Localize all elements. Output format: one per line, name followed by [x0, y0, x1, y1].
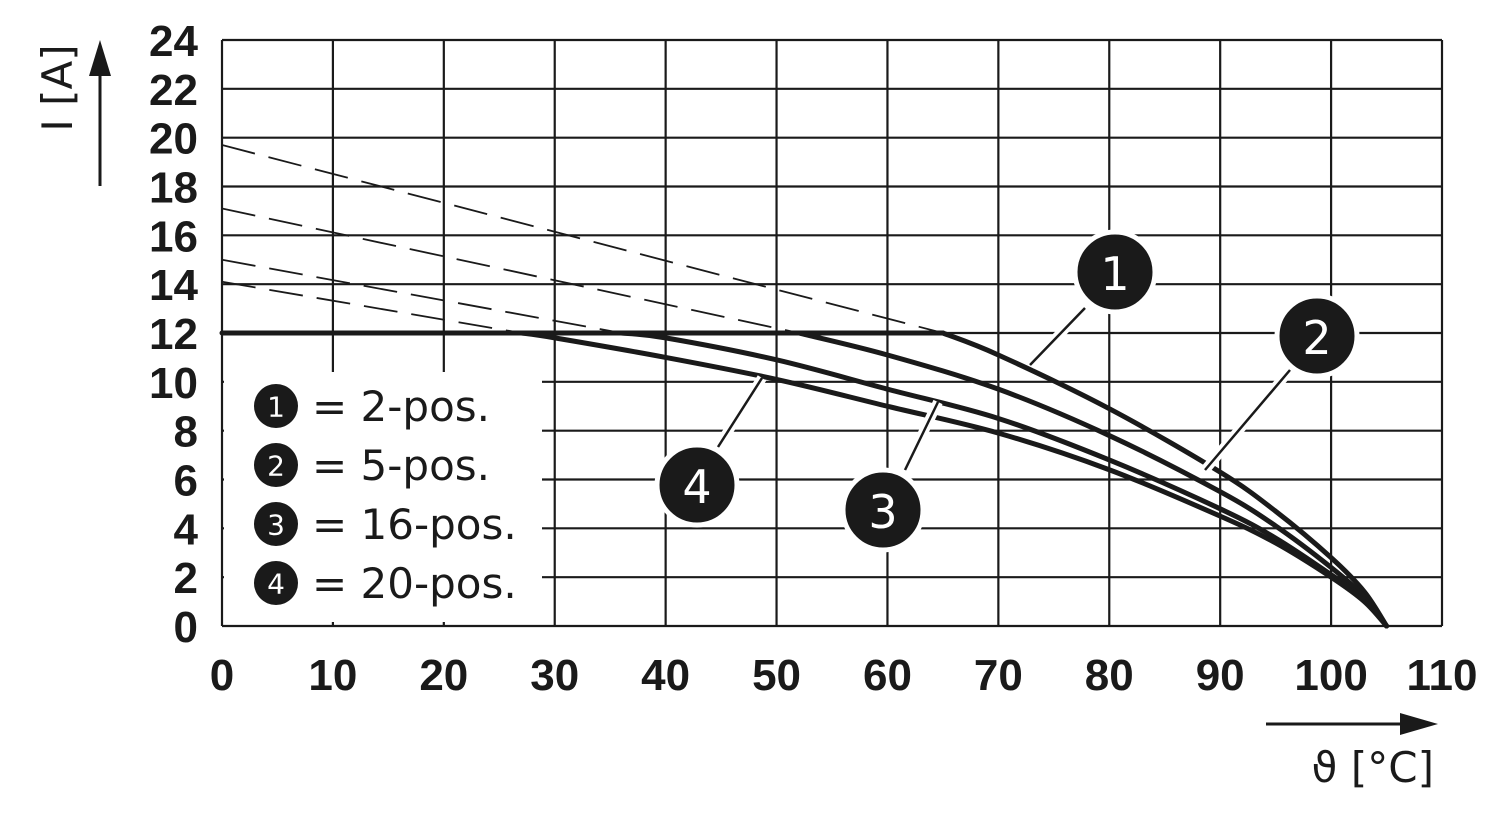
y-tick-label: 22: [149, 66, 198, 115]
marker-circle-2: [1274, 293, 1360, 379]
legend-badge-1: [254, 384, 298, 428]
x-tick-label: 70: [974, 651, 1023, 700]
y-tick-label: 6: [174, 457, 198, 506]
legend-badge-label-1: 1: [267, 391, 285, 424]
y-tick-label: 12: [149, 310, 198, 359]
x-axis-arrow-head: [1400, 713, 1438, 735]
x-tick-label: 60: [863, 651, 912, 700]
y-tick-label: 24: [149, 17, 198, 66]
leader-line-3: [903, 401, 940, 471]
leader-line-2: [1204, 369, 1291, 471]
x-tick-label: 30: [530, 651, 579, 700]
unlimited-current-lines: [222, 144, 944, 334]
legend-badge-4: [254, 561, 298, 605]
unlimited-line-3: [222, 258, 622, 334]
leader-line-1: [1029, 307, 1086, 366]
unlimited-line-4: [222, 280, 522, 334]
y-tick-label: 0: [174, 603, 198, 652]
x-tick-label: 40: [641, 651, 690, 700]
legend-badge-2: [254, 443, 298, 487]
x-tick-label: 50: [752, 651, 801, 700]
x-axis-label: ϑ [°C]: [1312, 743, 1434, 792]
y-tick-label: 2: [174, 554, 198, 603]
marker-label-3: 3: [868, 485, 897, 539]
legend-entry-3: = 16-pos.: [312, 500, 517, 549]
y-tick-label: 18: [149, 164, 198, 213]
curve-4: [518, 330, 1390, 629]
marker-circle-3: [840, 467, 926, 553]
x-tick-label: 80: [1085, 651, 1134, 700]
y-axis-arrow-head: [89, 40, 111, 76]
legend-entry-1: = 2-pos.: [312, 382, 490, 431]
marker-label-1: 1: [1100, 247, 1129, 301]
x-tick-label: 20: [419, 651, 468, 700]
y-tick-label: 8: [174, 408, 198, 457]
y-tick-label: 20: [149, 115, 198, 164]
y-axis-label-group: I [A]: [33, 40, 111, 186]
legend-badge-label-4: 4: [267, 568, 285, 601]
x-tick-label: 90: [1196, 651, 1245, 700]
y-tick-label: 14: [149, 261, 198, 310]
marker-circle-4: [654, 442, 740, 528]
leader-line-4: [716, 377, 764, 448]
x-axis-label-group: ϑ [°C]: [1266, 713, 1438, 792]
y-axis-label: I [A]: [33, 44, 82, 131]
y-tick-label: 16: [149, 212, 198, 261]
marker-circle-1: [1072, 229, 1158, 315]
marker-label-4: 4: [682, 460, 711, 514]
legend-entry-4: = 20-pos.: [312, 559, 517, 608]
x-tick-labels: 0 10 20 30 40 50 60 70 80 90 100 110: [210, 651, 1478, 700]
x-tick-label: 10: [308, 651, 357, 700]
legend: 1 = 2-pos. 2 = 5-pos. 3 = 16-pos. 4 = 20-pos.: [254, 382, 517, 608]
legend-badge-label-3: 3: [267, 509, 285, 542]
marker-label-2: 2: [1302, 311, 1331, 365]
curve-1: [940, 330, 1390, 629]
marker-leaders: [713, 304, 1294, 474]
y-tick-label: 10: [149, 359, 198, 408]
unlimited-line-1: [222, 144, 944, 334]
legend-badge-label-2: 2: [267, 450, 285, 483]
y-tick-label: 4: [174, 505, 199, 554]
legend-entry-2: = 5-pos.: [312, 441, 490, 490]
curve-2: [796, 330, 1390, 629]
derating-curves: [219, 330, 1390, 629]
legend-badge-3: [254, 502, 298, 546]
curve-markers: 1 2 3 4: [654, 229, 1360, 553]
x-tick-label: 0: [210, 651, 234, 700]
x-tick-label: 100: [1294, 651, 1367, 700]
unlimited-line-2: [222, 207, 799, 334]
x-tick-label: 110: [1407, 651, 1478, 700]
